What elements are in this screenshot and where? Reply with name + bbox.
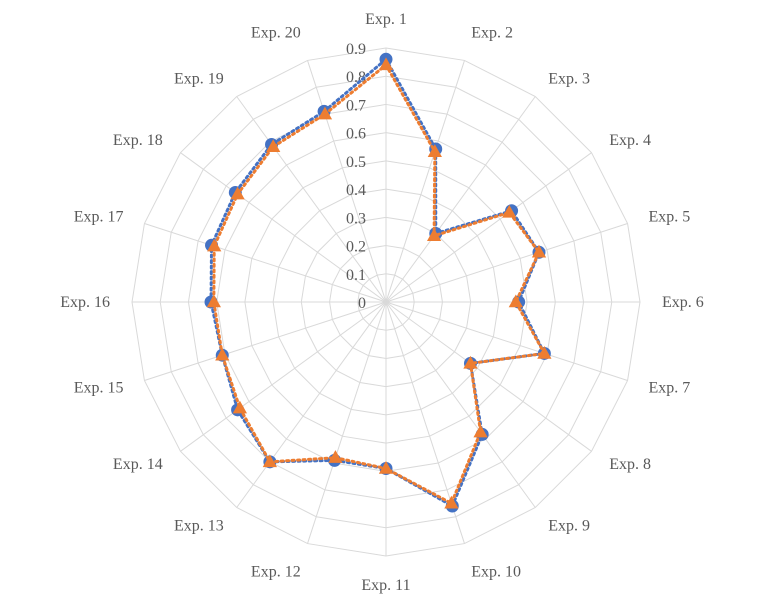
category-label: Exp. 3 xyxy=(548,71,590,88)
data-point-triangle xyxy=(262,454,277,468)
grid-spoke xyxy=(144,223,387,303)
data-point-triangle xyxy=(502,204,517,218)
category-label: Exp. 14 xyxy=(113,456,163,473)
grid-spoke xyxy=(385,223,628,303)
category-label: Exp. 7 xyxy=(648,379,690,396)
category-label: Exp. 12 xyxy=(251,563,301,580)
data-point-triangle xyxy=(215,347,230,361)
data-point-triangle xyxy=(473,424,488,438)
category-label: Exp. 1 xyxy=(365,11,407,28)
radial-tick-labels: 00.10.20.30.40.50.60.70.80.9 xyxy=(346,41,366,312)
data-point-triangle xyxy=(537,345,552,359)
category-label: Exp. 11 xyxy=(361,577,410,594)
category-label: Exp. 18 xyxy=(113,132,163,149)
tick-label: 0.5 xyxy=(346,154,366,171)
grid-spoke xyxy=(307,301,387,544)
category-label: Exp. 2 xyxy=(471,25,513,42)
data-point-triangle xyxy=(328,450,343,463)
data-point-triangle xyxy=(266,139,281,152)
grid-spoke xyxy=(236,301,387,508)
category-label: Exp. 6 xyxy=(662,294,704,311)
category-label: Exp. 10 xyxy=(471,563,521,580)
tick-label: 0.2 xyxy=(346,239,366,256)
data-point-triangle xyxy=(378,461,394,474)
category-label: Exp. 4 xyxy=(609,132,651,149)
radar-grid xyxy=(131,47,641,557)
grid-spoke xyxy=(236,96,387,303)
data-point-triangle xyxy=(531,244,547,258)
category-label: Exp. 15 xyxy=(74,379,124,396)
tick-label: 0.9 xyxy=(346,41,366,58)
tick-label: 0.3 xyxy=(346,210,366,227)
data-point-triangle xyxy=(427,144,442,157)
data-point-triangle xyxy=(230,186,245,200)
category-label: Exp. 16 xyxy=(60,294,110,311)
category-labels: Exp. 1 Exp. 2 Exp. 3 Exp. 4 Exp. 5 Exp. 6 Exp.… xyxy=(60,11,704,594)
series-1 xyxy=(204,52,551,513)
grid-spoke xyxy=(180,152,387,303)
data-series xyxy=(204,52,552,513)
grid-spoke xyxy=(144,301,387,381)
grid-spoke xyxy=(385,301,536,508)
grid-spoke xyxy=(385,301,628,381)
grid-spoke xyxy=(385,152,592,303)
data-point-triangle xyxy=(444,495,459,509)
series-line xyxy=(209,56,547,509)
category-label: Exp. 5 xyxy=(648,209,690,226)
tick-label: 0 xyxy=(358,295,366,312)
data-point-triangle xyxy=(232,400,247,414)
data-point-triangle xyxy=(206,294,221,308)
category-label: Exp. 9 xyxy=(548,517,590,534)
data-point-triangle xyxy=(207,238,222,252)
data-point-triangle xyxy=(508,294,523,308)
tick-label: 0.1 xyxy=(346,267,366,284)
grid-spoke xyxy=(180,301,387,452)
grid-spoke xyxy=(385,96,536,303)
tick-label: 0.7 xyxy=(346,97,366,114)
grid-spoke xyxy=(307,60,387,303)
category-label: Exp. 20 xyxy=(251,25,301,42)
data-point-triangle xyxy=(463,355,478,369)
data-point-triangle xyxy=(426,228,442,242)
tick-label: 0.6 xyxy=(346,126,366,143)
category-label: Exp. 8 xyxy=(609,456,651,473)
series-line xyxy=(212,62,547,506)
category-label: Exp. 17 xyxy=(74,209,124,226)
series-2 xyxy=(206,57,552,509)
data-point-triangle xyxy=(378,57,394,71)
category-label: Exp. 13 xyxy=(174,517,224,534)
tick-label: 0.4 xyxy=(346,182,366,199)
grid-spoke xyxy=(385,60,465,303)
category-label: Exp. 19 xyxy=(174,71,224,88)
grid-spoke xyxy=(385,301,592,452)
data-point-triangle xyxy=(317,106,333,120)
